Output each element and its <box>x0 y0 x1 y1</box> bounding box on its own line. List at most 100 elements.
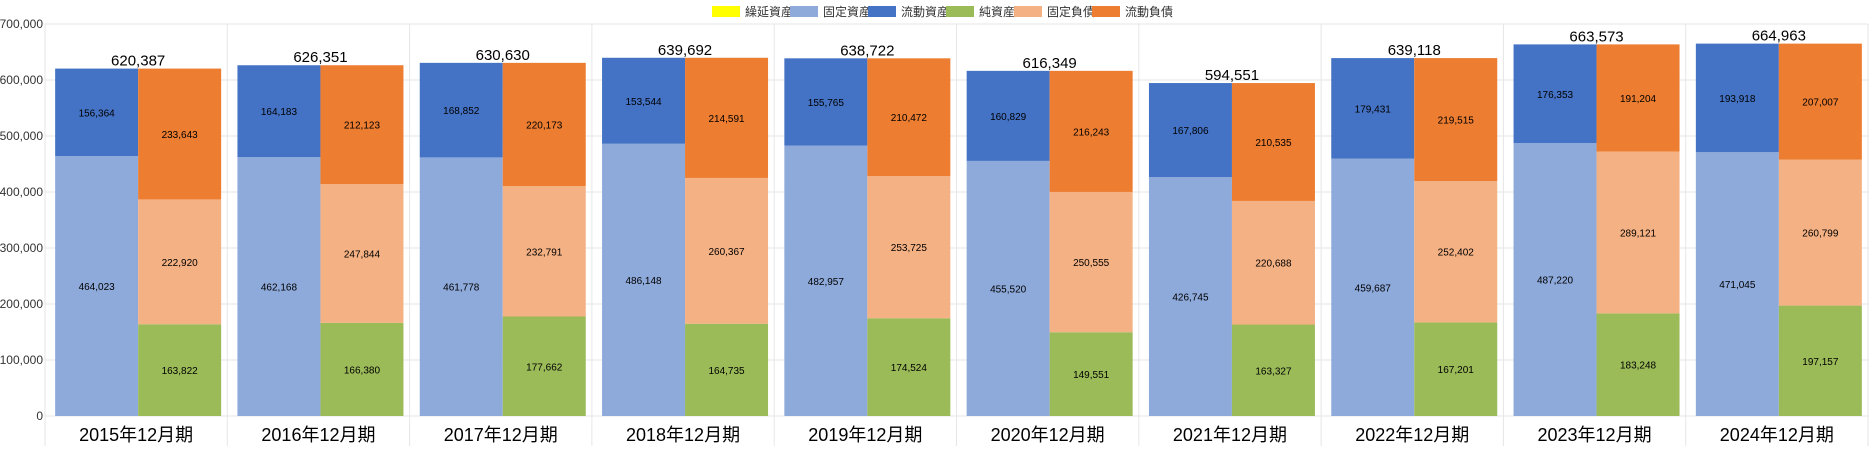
total-label: 639,118 <box>1388 42 1441 59</box>
category-group: 455,520 160,829 149,551 250,555 216,243 616,3… <box>966 55 1133 416</box>
data-label: 210,472 <box>891 113 928 124</box>
legend-item: 繰延資産 <box>712 4 793 19</box>
legend-swatch <box>1092 6 1120 17</box>
y-tick-label: 500,000 <box>0 129 43 143</box>
data-label: 220,173 <box>526 120 563 131</box>
total-label: 638,722 <box>840 42 894 59</box>
bar-segment <box>237 65 321 158</box>
x-tick-label: 2017年12月期 <box>444 425 558 445</box>
bar-segment <box>1596 44 1680 152</box>
data-label: 487,220 <box>1537 276 1574 287</box>
data-label: 219,515 <box>1438 116 1475 127</box>
bar-segment <box>1231 83 1315 201</box>
data-label: 210,535 <box>1255 138 1292 149</box>
data-label: 167,806 <box>1172 126 1209 137</box>
category-group: 487,220 176,353 183,248 289,121 191,204 663,5… <box>1513 28 1680 416</box>
data-label: 167,201 <box>1438 365 1475 376</box>
bar-segment <box>138 324 222 416</box>
data-label: 193,918 <box>1719 94 1756 105</box>
data-label: 232,791 <box>526 247 563 258</box>
data-label: 207,007 <box>1802 98 1839 109</box>
data-label: 164,735 <box>708 366 745 377</box>
legend-item: 流動負債 <box>1092 4 1173 19</box>
data-label: 426,745 <box>1172 293 1209 304</box>
x-tick-label: 2022年12月期 <box>1355 425 1469 445</box>
data-label: 155,765 <box>808 98 845 109</box>
y-tick-label: 200,000 <box>0 297 43 311</box>
bar-segment <box>320 65 404 185</box>
data-label: 216,243 <box>1073 127 1110 138</box>
total-label: 664,963 <box>1752 28 1806 45</box>
category-group: 471,045 193,918 197,157 260,799 207,007 664,9… <box>1695 28 1862 417</box>
data-label: 174,524 <box>891 363 928 374</box>
data-label: 163,327 <box>1255 366 1292 377</box>
y-axis: 0 100,000 200,000 300,000 400,000 500,000 600,… <box>0 17 43 423</box>
total-label: 616,349 <box>1023 55 1077 72</box>
legend-swatch <box>790 6 818 17</box>
legend-item: 固定負債 <box>1014 4 1095 19</box>
data-label: 247,844 <box>344 249 381 260</box>
category-group: 486,148 153,544 164,735 260,367 214,591 639,6… <box>602 42 769 416</box>
data-label: 183,248 <box>1620 361 1657 372</box>
bar-segment <box>867 176 951 319</box>
data-label: 461,778 <box>443 283 480 294</box>
bar-segment <box>685 177 769 324</box>
bar-segment <box>1148 83 1232 178</box>
bar-segment <box>784 145 868 417</box>
category-group: 482,957 155,765 174,524 253,725 210,472 638,7… <box>784 42 951 417</box>
data-label: 179,431 <box>1355 104 1392 115</box>
bar-segment <box>1049 191 1133 333</box>
data-label: 197,157 <box>1802 357 1839 368</box>
data-label: 177,662 <box>526 362 563 373</box>
data-label: 459,687 <box>1355 283 1392 294</box>
legend-swatch <box>868 6 896 17</box>
bar-segment <box>685 57 769 178</box>
x-tick-label: 2016年12月期 <box>261 425 375 445</box>
total-label: 630,630 <box>476 47 530 64</box>
bar-segment <box>320 322 404 416</box>
data-label: 176,353 <box>1537 90 1574 101</box>
data-label: 212,123 <box>344 121 381 132</box>
data-label: 166,380 <box>344 365 381 376</box>
bar-segment <box>320 184 404 323</box>
data-label: 464,023 <box>79 282 116 293</box>
y-tick-label: 400,000 <box>0 185 43 199</box>
data-label: 486,148 <box>625 276 662 287</box>
bar-segment <box>966 70 1050 161</box>
bar-segment <box>55 156 139 416</box>
legend-label: 流動資産 <box>901 4 949 19</box>
bar-segment <box>502 186 586 317</box>
bar-segment <box>1231 324 1315 416</box>
data-label: 252,402 <box>1438 248 1475 259</box>
bar-segment <box>1695 152 1779 417</box>
x-axis: 2015年12月期 2016年12月期 2017年12月期 2018年12月期 2019… <box>79 425 1834 445</box>
data-label: 253,725 <box>891 243 928 254</box>
bar-segment <box>867 58 951 177</box>
data-label: 163,822 <box>162 366 199 377</box>
legend-item: 純資産 <box>946 4 1015 19</box>
chart-bars: 464,023 156,364 163,822 222,920 233,643 620,3… <box>55 28 1862 417</box>
data-label: 153,544 <box>625 97 662 108</box>
category-group: 464,023 156,364 163,822 222,920 233,643 620,3… <box>55 53 222 416</box>
legend-swatch <box>712 6 740 17</box>
bar-segment <box>1049 70 1133 192</box>
bar-segment <box>1414 181 1498 323</box>
bar-segment <box>1513 143 1597 416</box>
total-label: 620,387 <box>111 53 165 70</box>
x-tick-label: 2020年12月期 <box>991 425 1105 445</box>
category-group: 459,687 179,431 167,201 252,402 219,515 639,1… <box>1331 42 1498 416</box>
bar-segment <box>1778 43 1862 160</box>
legend-swatch <box>946 6 974 17</box>
data-label: 222,920 <box>162 258 199 269</box>
y-tick-label: 100,000 <box>0 353 43 367</box>
legend-label: 純資産 <box>979 4 1015 19</box>
legend-label: 流動負債 <box>1125 4 1173 19</box>
total-label: 663,573 <box>1569 28 1623 45</box>
data-label: 462,168 <box>261 283 298 294</box>
data-label: 471,045 <box>1719 280 1756 291</box>
legend-item: 固定資産 <box>790 4 871 19</box>
bar-segment <box>1414 322 1498 416</box>
x-tick-label: 2019年12月期 <box>808 425 922 445</box>
y-tick-label: 600,000 <box>0 73 43 87</box>
